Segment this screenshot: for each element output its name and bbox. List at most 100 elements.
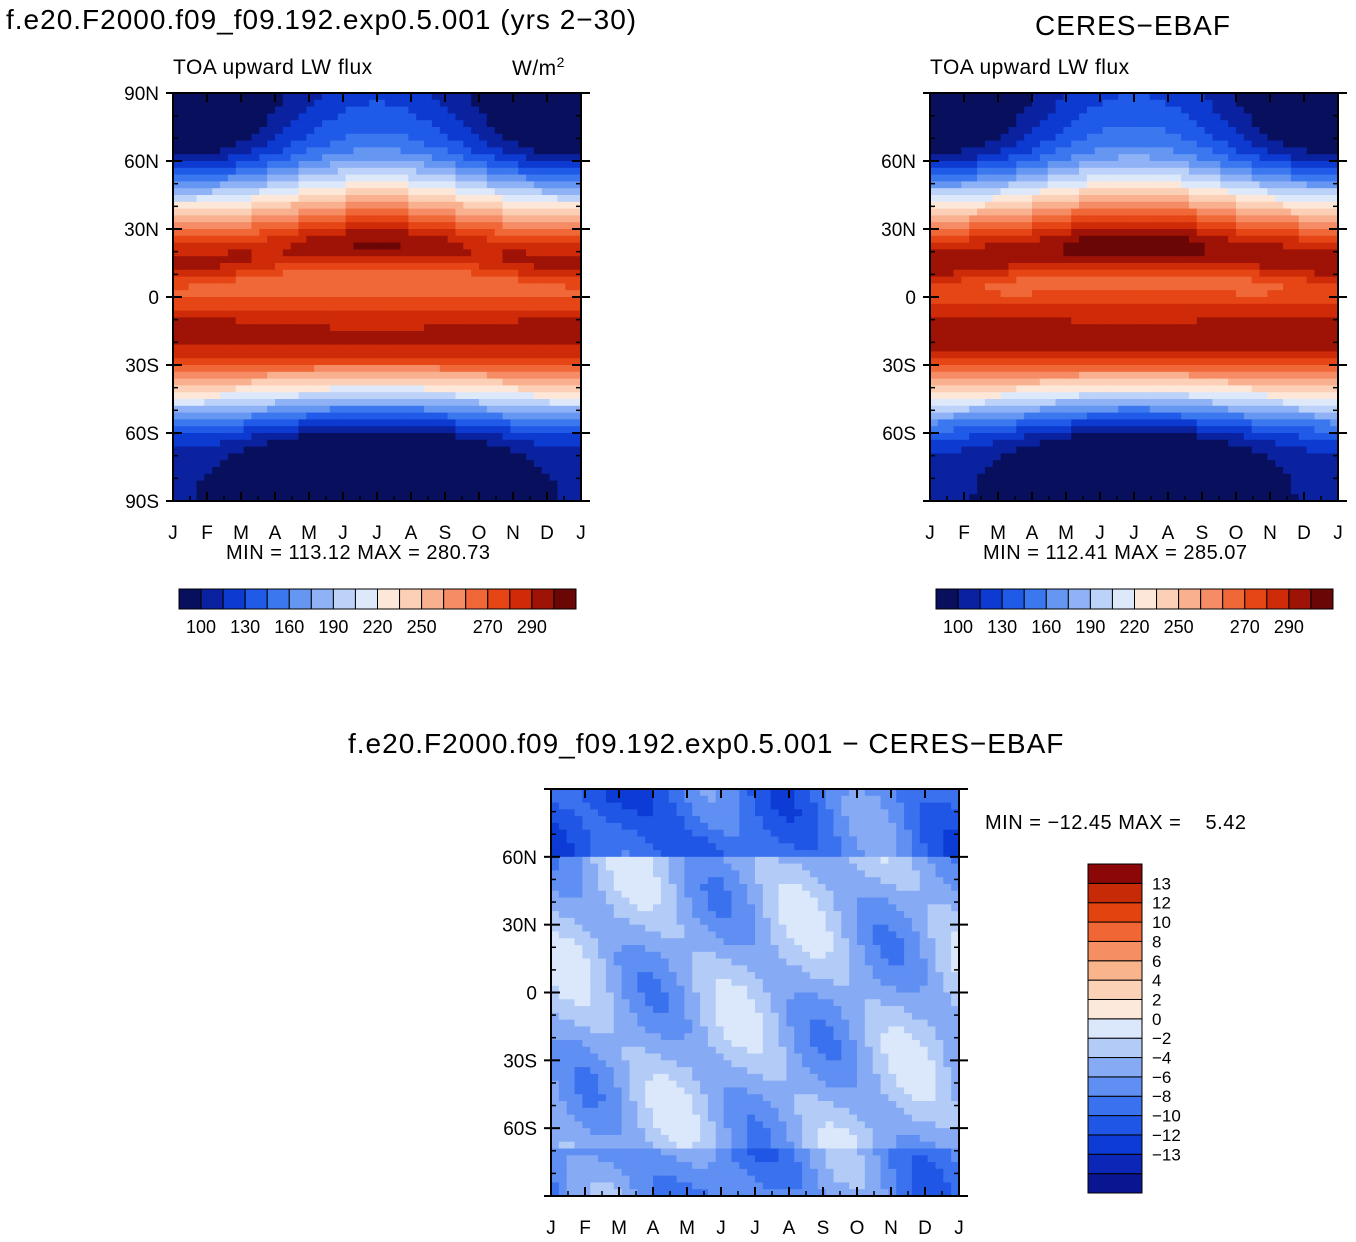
heatmap-cell-model bbox=[173, 290, 182, 298]
heatmap-cell-model bbox=[502, 161, 511, 169]
heatmap-cell-model bbox=[424, 161, 433, 169]
heatmap-cell-model bbox=[557, 161, 566, 169]
heatmap-cell-model bbox=[479, 106, 488, 114]
heatmap-cell-obs bbox=[1071, 113, 1080, 121]
heatmap-cell-obs bbox=[1149, 181, 1159, 189]
heatmap-cell-model bbox=[424, 195, 433, 203]
heatmap-cell-obs bbox=[1330, 297, 1339, 305]
heatmap-cell-obs bbox=[1298, 215, 1308, 223]
heatmap-cell-model bbox=[369, 229, 378, 237]
heatmap-cell-model bbox=[243, 188, 253, 196]
heatmap-cell-obs bbox=[1236, 276, 1245, 284]
heatmap-cell-obs bbox=[1047, 201, 1057, 210]
heatmap-cell-model bbox=[557, 283, 566, 291]
heatmap-cell-obs bbox=[1173, 127, 1182, 135]
heatmap-cell-model bbox=[298, 351, 307, 359]
heatmap-cell-obs bbox=[945, 242, 955, 250]
heatmap-cell-model bbox=[259, 331, 268, 339]
heatmap-cell-model bbox=[243, 439, 253, 448]
heatmap-cell-model bbox=[557, 133, 566, 142]
heatmap-cell-model bbox=[384, 256, 394, 264]
heatmap-cell-obs bbox=[1102, 317, 1112, 325]
heatmap-cell-model bbox=[314, 317, 323, 325]
heatmap-cell-obs bbox=[1149, 106, 1159, 114]
heatmap-cell-model bbox=[565, 337, 574, 346]
heatmap-cell-model bbox=[267, 256, 276, 264]
heatmap-cell-model bbox=[314, 127, 323, 135]
heatmap-cell-model bbox=[180, 215, 190, 223]
heatmap-cell-model bbox=[337, 215, 347, 223]
heatmap-cell-obs bbox=[1290, 242, 1300, 250]
heatmap-cell-model bbox=[259, 269, 268, 278]
heatmap-cell-obs bbox=[1251, 283, 1261, 291]
heatmap-cell-model bbox=[212, 297, 221, 305]
heatmap-cell-obs bbox=[1055, 201, 1064, 210]
heatmap-cell-model bbox=[573, 249, 582, 257]
heatmap-cell-obs bbox=[1134, 303, 1143, 312]
heatmap-cell-model bbox=[173, 453, 182, 461]
heatmap-cell-obs bbox=[1259, 276, 1268, 284]
heatmap-cell-obs bbox=[1212, 113, 1221, 121]
heatmap-cell-model bbox=[298, 310, 307, 318]
heatmap-cell-model bbox=[557, 167, 566, 176]
heatmap-cell-obs bbox=[1016, 167, 1025, 176]
heatmap-cell-model bbox=[243, 93, 253, 101]
heatmap-cell-model bbox=[416, 480, 425, 488]
heatmap-cell-model bbox=[510, 426, 519, 434]
heatmap-cell-obs bbox=[992, 276, 1002, 284]
heatmap-cell-obs bbox=[1086, 161, 1096, 169]
heatmap-cell-model bbox=[290, 317, 300, 325]
heatmap-cell-model bbox=[220, 113, 229, 121]
heatmap-cell-model bbox=[479, 188, 488, 196]
heatmap-cell-model bbox=[518, 439, 527, 448]
heatmap-cell-model bbox=[314, 93, 323, 101]
heatmap-cell-obs bbox=[1196, 229, 1206, 237]
heatmap-cell-model bbox=[353, 235, 362, 244]
heatmap-cell-model bbox=[282, 113, 292, 121]
heatmap-cell-model bbox=[541, 331, 551, 339]
heatmap-cell-obs bbox=[1079, 127, 1088, 135]
heatmap-cell-model bbox=[518, 303, 527, 312]
heatmap-cell-model bbox=[431, 263, 441, 271]
heatmap-cell-model bbox=[220, 297, 229, 305]
heatmap-cell-model bbox=[243, 99, 253, 108]
heatmap-cell-model bbox=[212, 385, 221, 393]
heatmap-cell-model bbox=[227, 399, 237, 407]
heatmap-cell-obs bbox=[1212, 147, 1221, 155]
heatmap-cell-model bbox=[251, 290, 260, 298]
heatmap-cell-model bbox=[479, 215, 488, 223]
heatmap-cell-obs bbox=[1267, 235, 1276, 244]
heatmap-cell-model bbox=[565, 174, 574, 182]
heatmap-cell-model bbox=[510, 290, 519, 298]
heatmap-cell-obs bbox=[1196, 195, 1206, 203]
heatmap-cell-obs bbox=[1157, 161, 1166, 169]
heatmap-cell-model bbox=[377, 208, 386, 216]
heatmap-cell-model bbox=[533, 290, 543, 298]
heatmap-cell-model bbox=[533, 297, 543, 305]
heatmap-cell-obs bbox=[1228, 133, 1237, 142]
heatmap-cell-model bbox=[290, 412, 300, 420]
heatmap-cell-model bbox=[235, 303, 245, 312]
heatmap-cell-model bbox=[377, 154, 386, 162]
heatmap-cell-model bbox=[384, 351, 394, 359]
heatmap-cell-model bbox=[408, 263, 417, 271]
heatmap-cell-obs bbox=[961, 201, 970, 210]
heatmap-cell-model bbox=[361, 235, 370, 244]
heatmap-cell-model bbox=[251, 113, 260, 121]
heatmap-cell-model bbox=[337, 106, 347, 114]
heatmap-cell-model bbox=[431, 167, 441, 176]
heatmap-cell-model bbox=[526, 337, 535, 346]
heatmap-cell-model bbox=[212, 127, 221, 135]
heatmap-cell-obs bbox=[1212, 215, 1221, 223]
heatmap-cell-obs bbox=[1079, 93, 1088, 101]
heatmap-cell-model bbox=[267, 487, 276, 495]
heatmap-cell-model bbox=[329, 263, 339, 271]
heatmap-cell-model bbox=[345, 324, 355, 332]
heatmap-cell-obs bbox=[930, 269, 939, 278]
heatmap-cell-obs bbox=[1134, 161, 1143, 169]
heatmap-cell-model bbox=[502, 235, 511, 244]
heatmap-cell-obs bbox=[1314, 147, 1323, 155]
heatmap-cell-model bbox=[455, 473, 464, 482]
heatmap-cell-obs bbox=[1102, 215, 1112, 223]
heatmap-cell-obs bbox=[1243, 161, 1253, 169]
